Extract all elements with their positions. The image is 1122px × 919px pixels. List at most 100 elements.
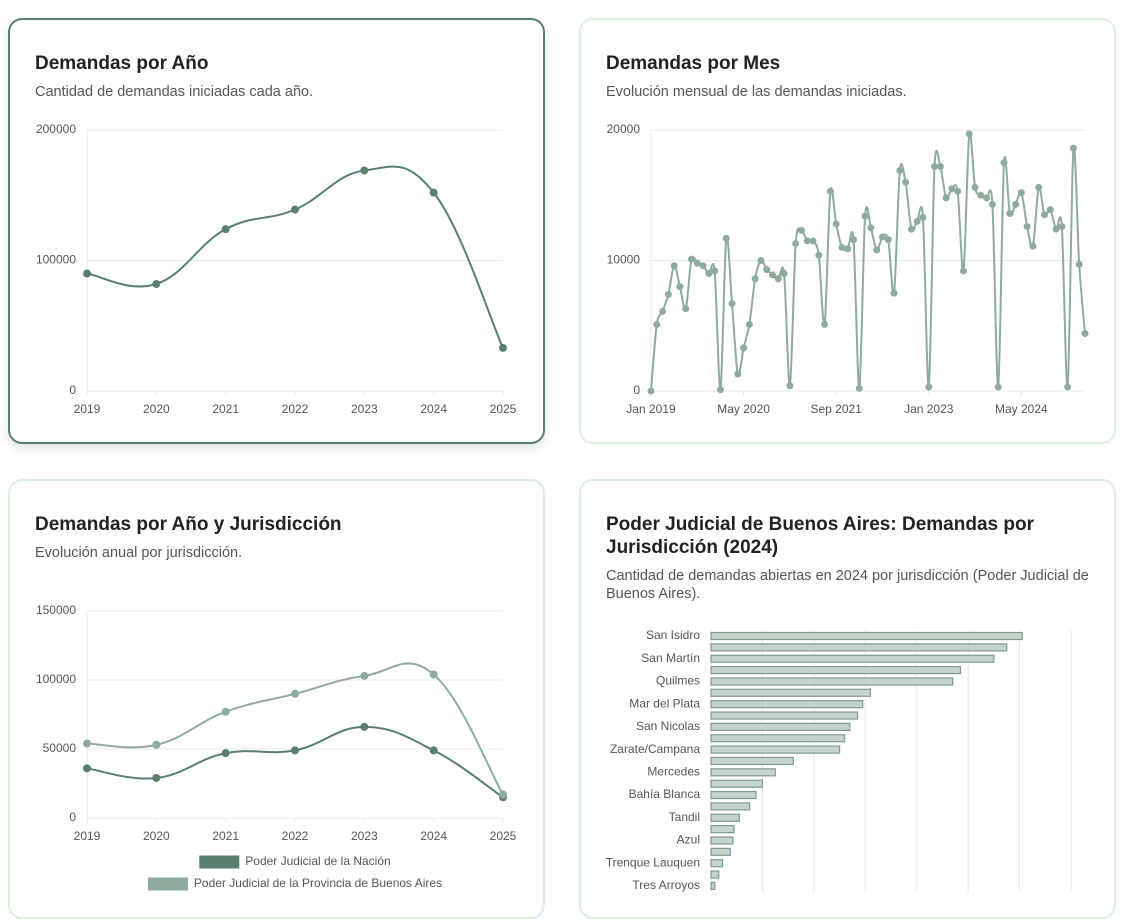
point bbox=[699, 262, 707, 270]
y-tick-label: Trenque Lauquen bbox=[606, 855, 700, 869]
y-tick-label: 20000 bbox=[607, 122, 641, 136]
point bbox=[83, 269, 91, 278]
point bbox=[751, 275, 759, 283]
legend-swatch bbox=[147, 877, 188, 891]
point bbox=[1040, 211, 1048, 219]
bar bbox=[710, 734, 846, 743]
x-tick-label: 2022 bbox=[282, 402, 309, 416]
point bbox=[705, 270, 713, 278]
point bbox=[429, 746, 438, 755]
point bbox=[931, 163, 939, 171]
point bbox=[745, 320, 753, 328]
point bbox=[291, 689, 299, 698]
dashboard: Demandas por Año Cantidad de demandas in… bbox=[8, 18, 1116, 919]
point bbox=[780, 270, 788, 278]
bar bbox=[710, 700, 864, 709]
card-title: Demandas por Año bbox=[35, 53, 209, 74]
point bbox=[896, 166, 904, 174]
point bbox=[1012, 200, 1020, 208]
point bbox=[971, 183, 979, 191]
y-tick-label: Azul bbox=[677, 833, 700, 847]
card-subtitle: Cantidad de demandas abiertas en 2024 po… bbox=[606, 568, 1089, 602]
y-tick-label: San Nicolas bbox=[636, 719, 700, 733]
point bbox=[763, 266, 771, 274]
point bbox=[1023, 223, 1031, 231]
point bbox=[803, 237, 811, 245]
point bbox=[1058, 223, 1066, 231]
point bbox=[429, 670, 438, 679]
y-tick-label: Quilmes bbox=[656, 674, 700, 688]
point bbox=[815, 251, 823, 259]
point bbox=[360, 166, 369, 175]
point bbox=[959, 267, 967, 275]
x-tick-label: Jan 2023 bbox=[904, 402, 954, 416]
point bbox=[1081, 330, 1089, 338]
x-tick-label: 2020 bbox=[143, 402, 170, 416]
bar bbox=[710, 745, 841, 754]
point bbox=[850, 236, 858, 244]
point bbox=[291, 205, 299, 214]
point bbox=[722, 234, 730, 242]
point bbox=[291, 746, 299, 755]
x-tick-label: 2024 bbox=[420, 402, 447, 416]
point bbox=[429, 188, 438, 197]
point bbox=[1035, 183, 1043, 191]
point bbox=[809, 237, 817, 245]
x-tick-label: 2023 bbox=[351, 829, 378, 843]
point bbox=[757, 257, 765, 264]
x-tick-label: May 2024 bbox=[995, 402, 1048, 416]
point bbox=[682, 305, 690, 313]
y-tick-label: Zarate/Campana bbox=[610, 742, 700, 756]
point bbox=[711, 267, 719, 275]
bar bbox=[710, 881, 716, 891]
point bbox=[1064, 383, 1072, 391]
bar bbox=[710, 711, 859, 720]
point bbox=[769, 271, 777, 279]
bar bbox=[710, 688, 872, 697]
y-tick-label: San Isidro bbox=[646, 628, 700, 642]
point bbox=[797, 226, 805, 234]
y-tick-label: Bahía Blanca bbox=[629, 787, 701, 801]
point bbox=[861, 212, 869, 220]
legend-label: Poder Judicial de la Nación bbox=[245, 854, 390, 868]
point bbox=[688, 255, 696, 263]
point bbox=[1000, 159, 1008, 167]
y-tick-label: 100000 bbox=[36, 253, 76, 267]
y-tick-label: 50000 bbox=[43, 741, 77, 755]
bar bbox=[710, 802, 751, 811]
point bbox=[925, 383, 933, 391]
x-tick-label: 2025 bbox=[490, 829, 517, 843]
bar bbox=[710, 654, 995, 663]
point bbox=[653, 320, 661, 328]
point bbox=[693, 259, 701, 267]
y-tick-label: 150000 bbox=[36, 603, 76, 617]
y-tick-label: 200000 bbox=[36, 122, 76, 136]
point bbox=[499, 343, 507, 352]
line bbox=[86, 662, 504, 796]
point bbox=[838, 243, 846, 251]
x-tick-label: 2021 bbox=[212, 402, 239, 416]
x-tick-label: 2024 bbox=[420, 829, 447, 843]
point bbox=[670, 262, 678, 270]
y-tick-label: Mercedes bbox=[647, 764, 700, 778]
card-subtitle: Cantidad de demandas iniciadas cada año. bbox=[35, 84, 314, 100]
bar bbox=[710, 665, 962, 675]
point bbox=[936, 163, 944, 171]
x-tick-label: 2022 bbox=[282, 829, 309, 843]
point bbox=[647, 387, 655, 395]
point bbox=[1017, 189, 1025, 197]
point bbox=[907, 225, 915, 233]
point bbox=[740, 344, 748, 352]
point bbox=[728, 300, 736, 308]
y-tick-label: 10000 bbox=[607, 253, 641, 267]
bar bbox=[710, 847, 731, 856]
point bbox=[873, 246, 881, 254]
point bbox=[499, 790, 507, 799]
bar bbox=[710, 722, 851, 731]
point bbox=[954, 187, 962, 195]
point bbox=[221, 225, 230, 234]
x-tick-label: 2021 bbox=[212, 829, 239, 843]
card-title: Poder Judicial de Buenos Aires: Demandas… bbox=[606, 514, 1034, 558]
card-subtitle: Evolución anual por jurisdicción. bbox=[35, 545, 243, 561]
bar bbox=[710, 631, 1023, 641]
